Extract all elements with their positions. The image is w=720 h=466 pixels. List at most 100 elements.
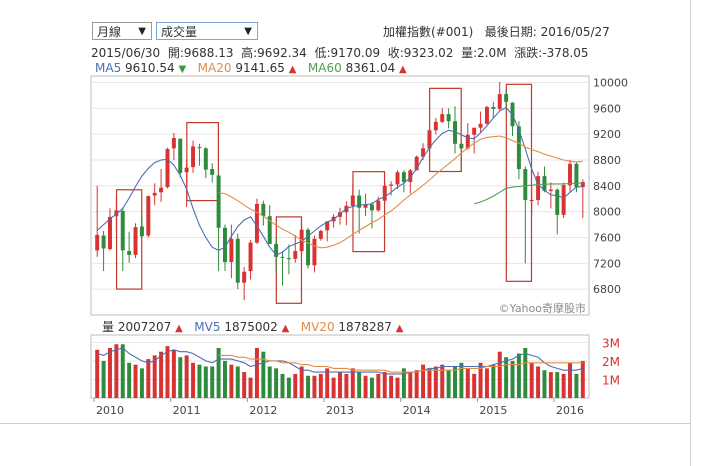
candle-body xyxy=(555,189,560,215)
volume-bar xyxy=(465,368,470,398)
volume-bar xyxy=(529,362,534,398)
volume-bar xyxy=(114,344,119,398)
candle-body xyxy=(516,126,521,170)
volume-bar xyxy=(427,368,432,398)
period-select[interactable]: 月線 ▼ xyxy=(92,22,152,40)
candle-body xyxy=(427,130,432,149)
candle-body xyxy=(389,184,394,186)
volume-tick-label: 2M xyxy=(602,355,620,369)
candle-body xyxy=(229,238,234,263)
volume-bar xyxy=(127,362,132,398)
low-value: 9170.09 xyxy=(330,46,381,60)
up-triangle-icon: ▲ xyxy=(399,64,407,75)
indicator-select[interactable]: 成交量 ▼ xyxy=(156,22,258,40)
candle-body xyxy=(561,185,566,215)
up-triangle-icon: ▲ xyxy=(395,323,404,334)
candle-body xyxy=(382,185,387,201)
ma5-label: MA5 xyxy=(95,61,122,75)
high-value: 9692.34 xyxy=(257,46,307,60)
volume-bar xyxy=(229,364,234,398)
candle-body xyxy=(197,147,202,149)
volume-legend: 量 2007207 ▲ MV5 1875002 ▲ MV20 1878287 ▲ xyxy=(102,318,403,335)
ma20-line xyxy=(218,135,583,249)
candle-body xyxy=(261,203,266,217)
volume-bar xyxy=(453,366,457,398)
candle-body xyxy=(235,238,240,283)
mv5-line xyxy=(97,347,583,375)
open-label: 開: xyxy=(167,46,184,60)
price-tick-label: 9200 xyxy=(593,128,621,141)
vol-label: 量 xyxy=(102,320,115,334)
volume-bar xyxy=(414,370,419,398)
volume-bar xyxy=(497,351,502,398)
candle-body xyxy=(254,203,259,243)
price-tick-label: 7600 xyxy=(593,231,621,244)
volume-bar xyxy=(293,373,298,398)
volume-tick-label: 3M xyxy=(602,336,620,350)
frame-bottom-border xyxy=(0,423,690,424)
chevron-down-icon: ▼ xyxy=(138,26,146,37)
ohlc-info: 2015/06/30 開:9688.13 高:9692.34 低:9170.09… xyxy=(91,44,589,61)
candle-body xyxy=(548,189,553,191)
price-tick-label: 8400 xyxy=(593,180,621,193)
volume-bar xyxy=(165,346,170,398)
candle-body xyxy=(114,210,119,217)
low-label: 低: xyxy=(314,46,331,60)
candle-body xyxy=(459,143,464,149)
volume-bar xyxy=(312,375,317,398)
candle-body xyxy=(139,226,144,237)
candle-body xyxy=(133,227,138,255)
candle-body xyxy=(453,121,457,144)
index-name: 加權指數(#001) xyxy=(383,25,474,39)
candle-body xyxy=(376,200,381,211)
volume-bar xyxy=(152,355,157,398)
volume-tick-label: 1M xyxy=(602,373,620,387)
candle-body xyxy=(274,243,279,257)
volume-bar xyxy=(242,372,247,398)
volume-bar xyxy=(484,368,489,398)
x-tick-label: 2012 xyxy=(249,404,277,417)
candle-body xyxy=(210,169,215,175)
volume-bar xyxy=(210,366,215,398)
volume-bar xyxy=(95,349,100,398)
volume-bar xyxy=(325,368,330,398)
candle-body xyxy=(120,211,125,251)
price-tick-label: 6800 xyxy=(593,283,621,296)
volume-bar xyxy=(408,372,413,398)
volume-bar xyxy=(280,373,285,398)
change-value: -378.05 xyxy=(542,46,589,60)
candle-body xyxy=(484,107,489,124)
volume-bar xyxy=(568,362,573,398)
candle-body xyxy=(203,148,208,170)
ma20-label: MA20 xyxy=(197,61,232,75)
volume-bar xyxy=(376,373,381,398)
x-tick-label: 2016 xyxy=(556,404,584,417)
candle-body xyxy=(369,204,374,211)
last-date-label: 最後日期: xyxy=(484,25,537,39)
ma-legend: MA5 9610.54 ▼ MA20 9141.65 ▲ MA60 8361.0… xyxy=(95,61,407,75)
volume-bar xyxy=(159,351,164,398)
volume-bar xyxy=(171,349,176,398)
close-value: 9323.02 xyxy=(403,46,454,60)
volume-bar xyxy=(369,377,374,398)
candle-body xyxy=(574,163,579,188)
volume-bar xyxy=(536,366,541,398)
volume-label: 量: xyxy=(461,46,478,60)
candle-body xyxy=(101,235,106,249)
volume-bar xyxy=(331,377,336,398)
ma20-value: 9141.65 xyxy=(235,61,285,75)
info-date: 2015/06/30 xyxy=(91,46,161,60)
up-triangle-icon: ▲ xyxy=(175,323,183,334)
volume-bar xyxy=(363,375,368,398)
open-value: 9688.13 xyxy=(183,46,234,60)
candle-body xyxy=(127,251,132,255)
volume-bar xyxy=(286,377,291,398)
volume-bar xyxy=(491,364,496,398)
volume-bar xyxy=(446,370,451,398)
volume-bar xyxy=(107,347,112,398)
candle-body xyxy=(408,170,413,182)
volume-bar xyxy=(523,347,528,398)
candle-body xyxy=(223,227,227,263)
down-triangle-icon: ▼ xyxy=(178,64,187,75)
highlight-box xyxy=(352,171,386,253)
